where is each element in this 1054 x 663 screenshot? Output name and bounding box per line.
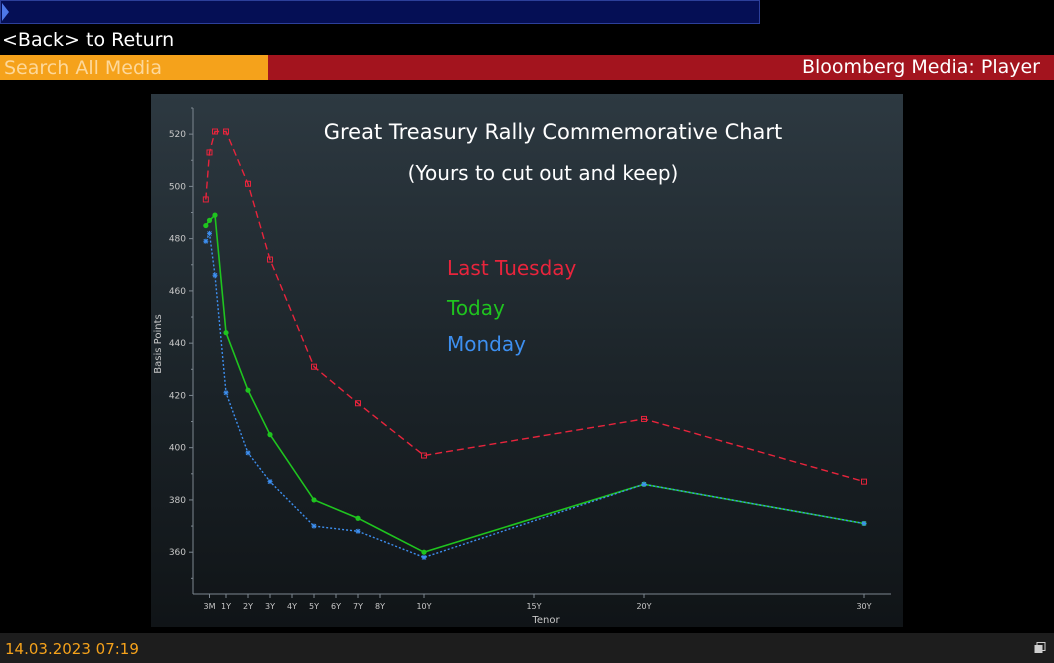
series-line-monday [205,230,865,559]
data-point [267,256,273,263]
y-tick-label: 420 [169,391,186,401]
data-point [355,515,361,521]
search-all-media-input[interactable] [0,55,268,80]
data-point [223,330,229,336]
data-point [206,217,213,223]
x-tick-label: 1Y [221,602,231,611]
yield-curve-chart: 360 380 400 420 440 460 480 500 520 3M 1Y 2Y 3Y 4Y 5Y 6… [151,94,903,627]
data-point [207,230,212,236]
data-point [212,272,218,278]
data-point [421,549,427,555]
command-arrow-icon [2,3,9,21]
legend-entry: Monday [447,332,526,356]
data-point [202,196,209,203]
data-point [355,528,361,534]
y-tick-label: 440 [169,339,186,349]
x-tick-label: 4Y [287,602,297,611]
data-point [641,415,647,422]
data-point [311,523,317,529]
data-point [206,149,213,156]
x-tick-label: 15Y [526,602,541,611]
y-tick-label: 480 [169,235,186,245]
y-tick-label: 500 [169,182,186,192]
data-point [245,450,251,456]
x-tick-label: 8Y [375,602,385,611]
y-tick-label: 520 [169,130,186,140]
x-tick-label: 20Y [636,602,651,611]
x-tick-label: 10Y [416,602,431,611]
data-point [355,400,361,407]
data-point [203,222,209,229]
timestamp: 14.03.2023 07:19 [5,640,139,658]
data-point [311,497,317,503]
chart-canvas: 360 380 400 420 440 460 480 500 520 3M 1Y 2Y 3Y 4Y 5Y 6… [153,107,891,626]
x-tick-label: 30Y [856,602,871,611]
back-to-return-link[interactable]: <Back> to Return [2,29,175,51]
data-point [421,452,427,459]
data-point [203,238,209,244]
panel-title-bar: Bloomberg Media: Player [268,55,1054,80]
legend-entry: Last Tuesday [447,256,577,280]
command-line-input[interactable] [0,0,760,24]
data-point [861,478,867,485]
data-point [267,479,273,485]
data-point [223,128,229,135]
copy-window-icon[interactable] [1034,642,1046,654]
x-tick-label: 3M [204,602,216,611]
x-tick-label: 5Y [309,602,319,611]
data-point [421,554,427,560]
y-tick-label: 360 [169,548,186,558]
data-point [245,387,251,393]
x-tick-label: 2Y [243,602,253,611]
chart-subtitle: (Yours to cut out and keep) [408,161,679,185]
data-point [641,481,647,487]
y-tick-label: 380 [169,496,186,506]
y-tick-label: 460 [169,287,186,297]
series-line-last-tuesday [205,130,865,483]
data-point [311,363,317,370]
x-tick-label: 3Y [265,602,275,611]
data-point [223,390,229,396]
y-axis-label: Basis Points [153,314,164,373]
status-footer: 14.03.2023 07:19 [0,633,1054,663]
chart-title: Great Treasury Rally Commemorative Chart [324,120,783,144]
data-point [212,212,218,218]
x-axis-label: Tenor [531,615,560,626]
x-tick-label: 6Y [331,602,341,611]
panel-title: Bloomberg Media: Player [801,56,1040,78]
y-tick-label: 400 [169,444,186,454]
x-tick-label: 7Y [353,602,363,611]
data-point [861,520,867,526]
data-point [245,180,251,187]
data-point [212,128,218,135]
data-point [267,432,273,438]
legend-entry: Today [446,296,505,320]
